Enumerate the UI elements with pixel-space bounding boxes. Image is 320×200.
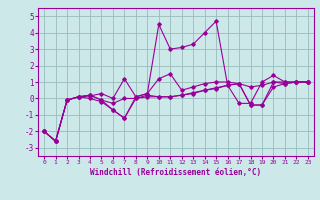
X-axis label: Windchill (Refroidissement éolien,°C): Windchill (Refroidissement éolien,°C) [91, 168, 261, 177]
